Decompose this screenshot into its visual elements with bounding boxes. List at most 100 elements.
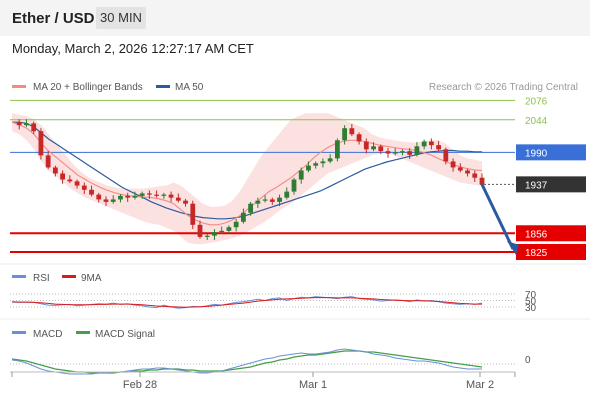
candle-body (125, 195, 131, 198)
candle-body (16, 122, 22, 126)
candle-body (197, 224, 203, 237)
candle (428, 138, 434, 150)
candle-body (400, 151, 405, 153)
candle (371, 142, 376, 152)
candle-body (146, 193, 152, 195)
rsi-level-label-70: 70 (525, 290, 537, 301)
candle-body (31, 123, 37, 132)
candle-body (161, 194, 167, 196)
candle (168, 191, 174, 202)
candle (16, 119, 22, 130)
candle (139, 191, 145, 199)
x-tick-label: Mar 2 (466, 379, 494, 391)
candle-body (45, 155, 51, 168)
candle-body (255, 200, 261, 204)
level-label-1937: 1937 (525, 180, 548, 191)
candle (400, 149, 405, 156)
candle-body (52, 167, 58, 174)
interval-button[interactable]: 30 MIN (96, 7, 146, 29)
candle (81, 182, 87, 195)
candle (197, 220, 203, 239)
candle-body (371, 146, 376, 150)
chart-title: Ether / USD (12, 10, 95, 27)
rsi-ma-line (11, 297, 482, 308)
candle (479, 173, 485, 187)
candle (436, 140, 442, 152)
candle (132, 191, 138, 200)
candle (363, 138, 369, 154)
level-label-1825: 1825 (525, 248, 548, 259)
legend-swatch-rsi (12, 275, 26, 278)
candle (385, 148, 391, 158)
candle-body (284, 191, 290, 198)
candle (472, 170, 478, 182)
candle-body (327, 158, 333, 162)
candle-body (118, 195, 123, 200)
legend-label-macd-signal: MACD Signal (95, 329, 155, 340)
level-badge-1990 (516, 144, 586, 161)
candle-body (175, 197, 181, 201)
legend-swatch-macd-signal (76, 331, 90, 334)
level-label-2076: 2076 (525, 96, 548, 107)
candle-body (414, 146, 420, 155)
candle (443, 147, 449, 165)
candle-body (277, 197, 282, 202)
candle-body (392, 152, 398, 154)
candle (96, 192, 102, 203)
candle (277, 194, 282, 207)
candle-body (219, 230, 225, 233)
candle-body (110, 199, 116, 202)
candle (183, 198, 188, 207)
candle (313, 161, 319, 169)
candle (24, 119, 29, 127)
candle (204, 233, 210, 240)
legend-label-ma20: MA 20 + Bollinger Bands (33, 82, 143, 93)
candle (190, 200, 196, 230)
candle (298, 167, 304, 184)
candle-body (89, 189, 94, 195)
candle-body (269, 199, 275, 202)
legend-label-macd: MACD (33, 329, 62, 340)
candle (349, 123, 355, 137)
candle-body (356, 134, 362, 142)
candle-body (378, 146, 384, 152)
candle-body (74, 181, 80, 186)
chart-header: Ether / USD 30 MIN (0, 0, 590, 36)
candle (212, 229, 217, 240)
candle-body (363, 141, 369, 150)
candle (407, 148, 413, 159)
candle-body (465, 170, 470, 174)
candle-body (96, 194, 102, 200)
candle (248, 201, 254, 216)
candle (45, 151, 51, 170)
timestamp: Monday, March 2, 2026 12:27:17 AM CET (12, 41, 254, 56)
candle (378, 144, 384, 155)
candle (255, 197, 261, 208)
candle-body (67, 179, 73, 182)
candle (233, 218, 239, 232)
candle-body (240, 212, 246, 222)
candle (52, 165, 58, 177)
candle (414, 142, 420, 157)
candle-body (407, 151, 413, 155)
candle (450, 158, 456, 172)
candle-body (334, 140, 340, 159)
x-tick-label: Mar 1 (299, 379, 327, 391)
candle-body (38, 131, 44, 156)
copyright: Research © 2026 Trading Central (429, 82, 578, 93)
candle-body (320, 161, 326, 164)
legend-label-rsi-ma: 9MA (81, 273, 102, 284)
level-label-1856: 1856 (525, 229, 548, 240)
rsi-level-label-50: 50 (525, 297, 537, 308)
candle (161, 192, 167, 199)
candle-body (226, 227, 232, 231)
x-tick-label: Feb 28 (123, 379, 157, 391)
candle (327, 154, 333, 164)
candle (356, 132, 362, 145)
candle (291, 177, 297, 195)
candle (269, 197, 275, 205)
candle-body (291, 179, 297, 192)
bollinger-band (12, 113, 482, 245)
macd-level-label-0: 0 (525, 355, 531, 366)
